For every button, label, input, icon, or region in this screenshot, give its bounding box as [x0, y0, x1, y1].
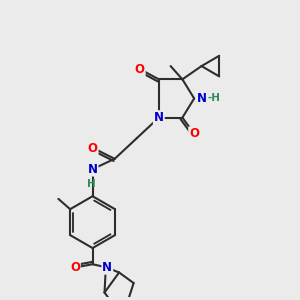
- Text: N: N: [88, 163, 98, 176]
- Text: O: O: [88, 142, 98, 155]
- Text: H: H: [87, 179, 96, 189]
- Text: N: N: [154, 111, 164, 124]
- Text: O: O: [70, 261, 80, 274]
- Text: N: N: [196, 92, 206, 105]
- Text: O: O: [135, 62, 145, 76]
- Text: -H: -H: [207, 94, 220, 103]
- Text: N: N: [102, 261, 112, 274]
- Text: O: O: [189, 127, 199, 140]
